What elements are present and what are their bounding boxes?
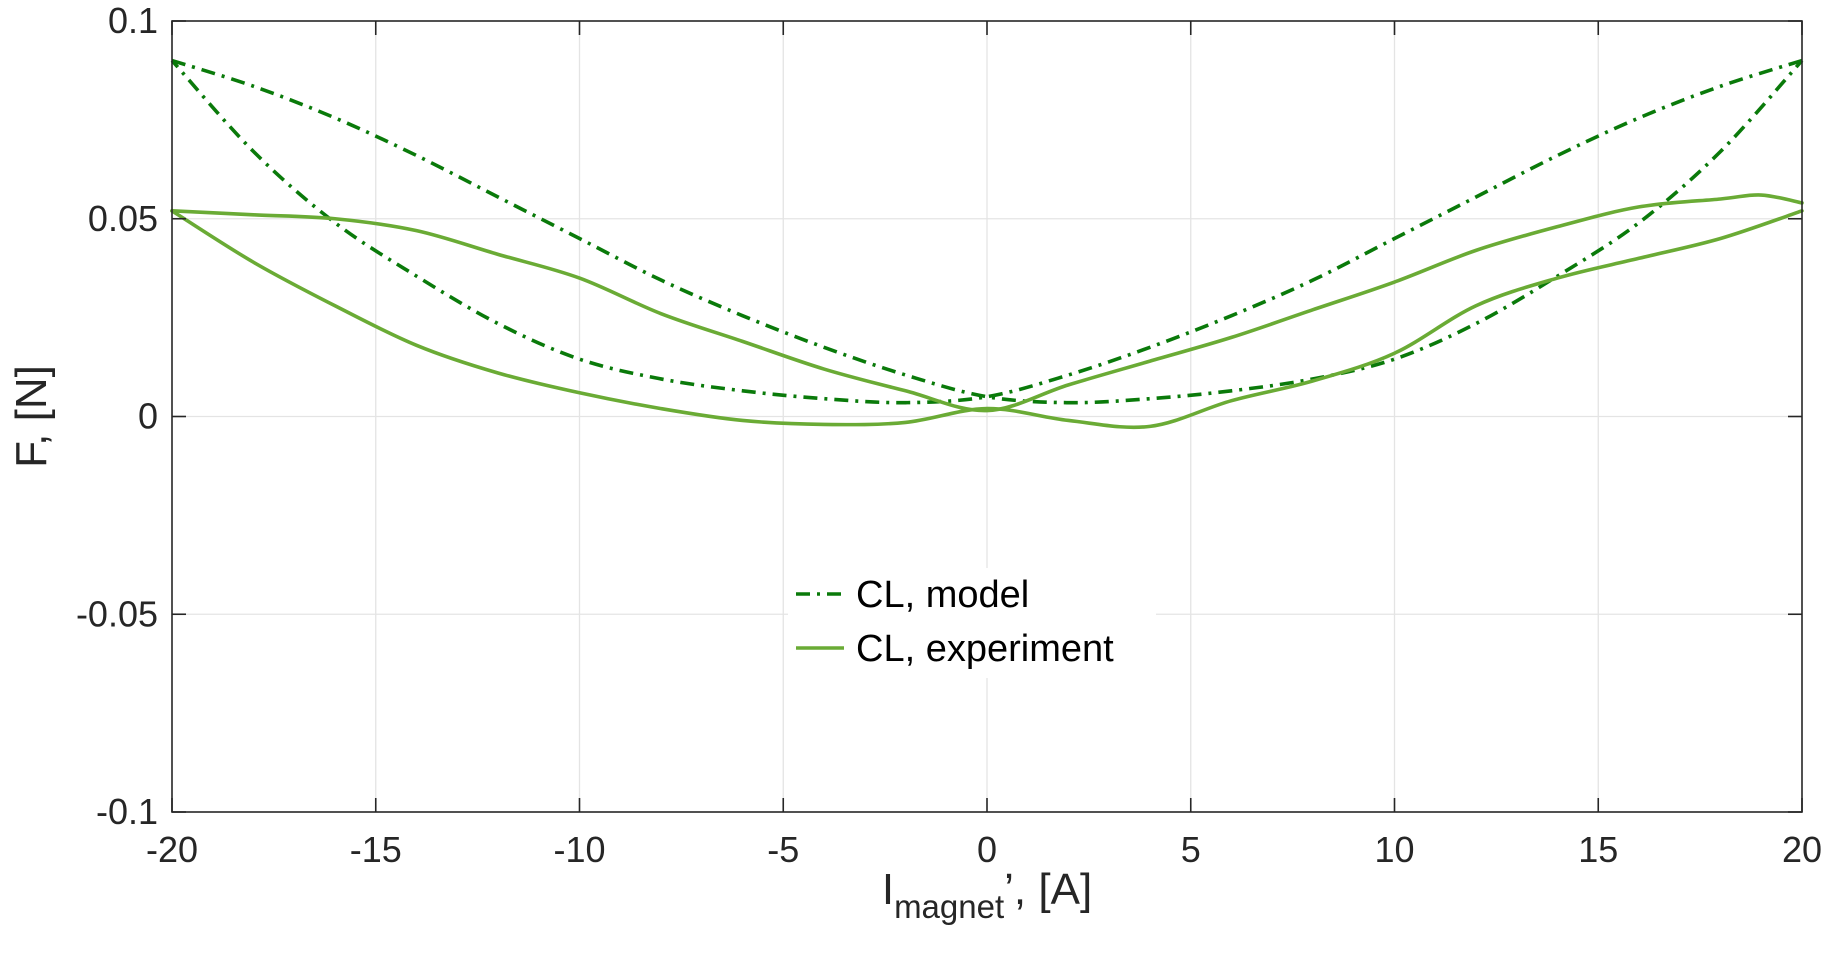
legend-label: CL, model — [856, 574, 1029, 616]
y-tick-label: 0 — [138, 396, 158, 437]
legend-label: CL, experiment — [856, 628, 1114, 670]
y-tick-label: 0.05 — [88, 198, 158, 239]
series-layer — [170, 58, 1804, 430]
y-tick-label: 0.1 — [108, 0, 158, 41]
x-axis-label-suffix: ’, [A] — [1004, 865, 1092, 914]
y-axis-label: F, [N] — [7, 365, 56, 468]
legend-item: CL, experiment — [796, 628, 1114, 670]
legend: CL, model CL, experiment — [788, 568, 1156, 678]
x-tick-label: 10 — [1374, 829, 1414, 870]
legend-item: CL, model — [796, 574, 1029, 616]
legend-background — [788, 568, 1156, 678]
series-cl-experiment — [170, 193, 1804, 430]
y-tick-label: -0.1 — [96, 791, 158, 832]
y-tick-label: -0.05 — [76, 593, 158, 634]
x-tick-label: -20 — [146, 829, 198, 870]
grid-layer — [172, 21, 1802, 812]
x-axis-label-main: I — [882, 865, 894, 914]
x-tick-label: -10 — [553, 829, 605, 870]
series-line-branch — [170, 209, 1804, 430]
x-tick-label: 0 — [977, 829, 997, 870]
x-tick-label: 20 — [1782, 829, 1822, 870]
x-tick-label: -15 — [350, 829, 402, 870]
x-axis-label-subscript: magnet — [894, 888, 1004, 925]
x-tick-label: 15 — [1578, 829, 1618, 870]
x-tick-label: 5 — [1181, 829, 1201, 870]
x-tick-label: -5 — [767, 829, 799, 870]
series-line-branch — [170, 193, 1804, 413]
axis-labels: Imagnet’, [A] F, [N] — [7, 365, 1092, 925]
x-axis-label: Imagnet’, [A] — [882, 865, 1092, 925]
tick-layer: -20 -15 -10 -5 0 5 10 15 20 -0.1 -0.05 0 0.05 0.1 — [76, 0, 1822, 870]
